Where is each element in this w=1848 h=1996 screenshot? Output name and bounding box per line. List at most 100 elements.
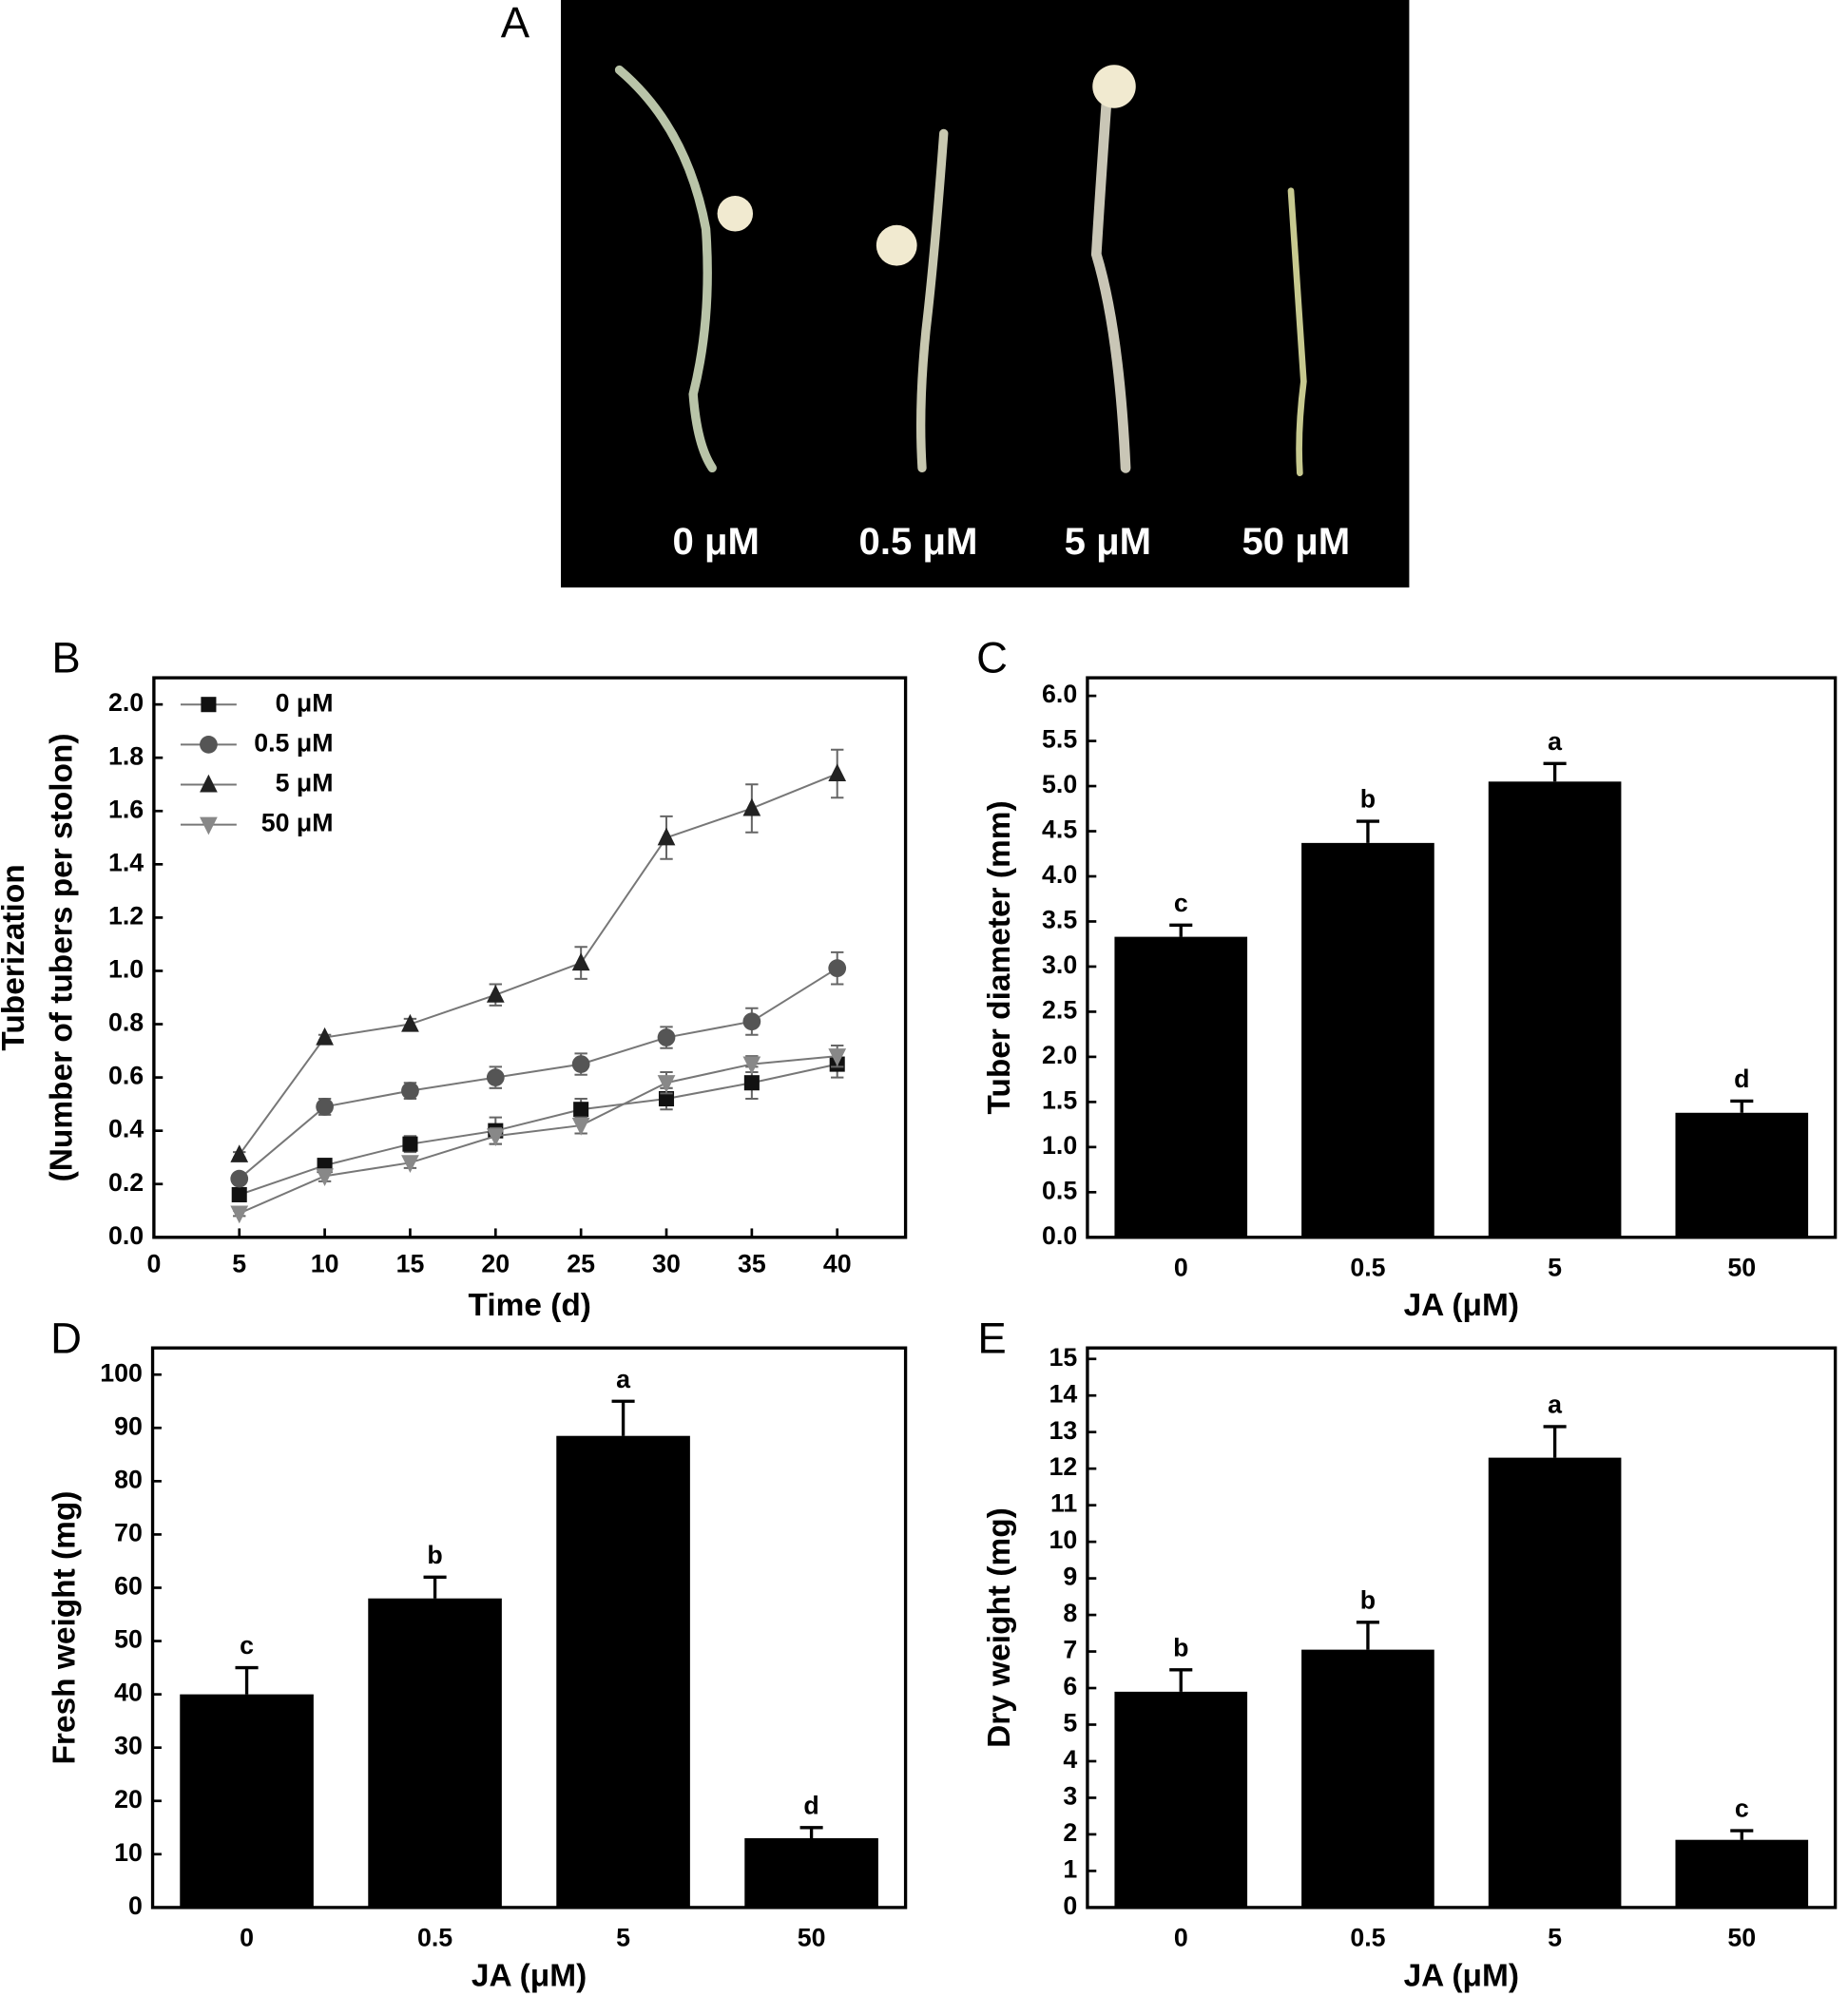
series-line (238, 773, 838, 1156)
y-tick-label: 8 (1063, 1599, 1077, 1627)
marker (742, 1056, 761, 1075)
x-tick-label: 40 (823, 1249, 852, 1277)
bar (1114, 1691, 1248, 1908)
legend-label: 0.5 μM (254, 728, 333, 757)
y-tick-label: 70 (114, 1518, 143, 1546)
significance-letter: a (1548, 1391, 1563, 1419)
x-tick-label: 0.5 (1350, 1923, 1385, 1951)
marker (573, 1102, 589, 1118)
bar (1301, 842, 1434, 1238)
x-tick-label: 20 (481, 1249, 510, 1277)
significance-letter: c (240, 1631, 254, 1660)
y-tick-label: 1.2 (108, 901, 144, 930)
significance-letter: a (616, 1365, 631, 1393)
y-tick-label: 2.5 (1042, 995, 1077, 1024)
y-tick-label: 0 (128, 1891, 143, 1920)
marker (657, 1028, 676, 1046)
significance-letter: b (1360, 1585, 1376, 1614)
x-tick-label: 0 (1174, 1923, 1188, 1951)
x-tick-label: 25 (567, 1249, 595, 1277)
y-axis-title: (Number of tubers per stolon) (45, 734, 80, 1182)
error-bar (423, 1575, 447, 1599)
y-tick-label: 80 (114, 1465, 143, 1493)
y-tick-label: 0.0 (1042, 1221, 1077, 1250)
bar (1488, 781, 1622, 1238)
bar (368, 1598, 502, 1908)
legend-label: 5 μM (276, 769, 334, 797)
significance-letter: b (427, 1541, 442, 1569)
y-tick-label: 0.5 (1042, 1176, 1077, 1204)
x-tick-label: 5 (616, 1923, 630, 1951)
significance-letter: d (1734, 1065, 1749, 1093)
x-tick-label: 10 (311, 1249, 339, 1277)
y-tick-label: 2 (1063, 1818, 1077, 1847)
y-tick-label: 3.5 (1042, 906, 1077, 934)
y-axis-title: Tuberization (0, 864, 31, 1050)
y-tick-label: 5.5 (1042, 725, 1077, 754)
bar (1675, 1839, 1809, 1908)
y-tick-label: 3 (1063, 1782, 1077, 1811)
significance-letter: d (803, 1791, 818, 1819)
error-bar (611, 1399, 635, 1436)
y-tick-label: 1 (1063, 1854, 1077, 1883)
x-tick-label: 30 (652, 1249, 681, 1277)
y-tick-label: 10 (1049, 1526, 1077, 1554)
y-tick-label: 2.0 (1042, 1041, 1077, 1069)
error-bar (1356, 819, 1379, 843)
significance-letter: a (1548, 727, 1563, 756)
plot-frame (152, 676, 908, 1239)
y-axis-title: Dry weight (mg) (982, 1507, 1017, 1748)
plot-frame (1086, 676, 1838, 1239)
plot-frame (1086, 1346, 1838, 1910)
y-tick-label: 0.2 (108, 1168, 144, 1197)
x-tick-label: 50 (1727, 1253, 1756, 1281)
error-bar (799, 1826, 823, 1838)
marker (828, 763, 847, 782)
y-tick-label: 4 (1063, 1745, 1077, 1774)
y-tick-label: 1.4 (108, 848, 144, 876)
y-tick-label: 6 (1063, 1672, 1077, 1700)
series-line (239, 1055, 837, 1215)
y-tick-label: 30 (114, 1732, 143, 1760)
y-tick-label: 0.6 (108, 1062, 144, 1090)
significance-letter: b (1360, 785, 1376, 814)
dose-label: 5 μM (1065, 520, 1151, 563)
series-line (239, 1063, 837, 1196)
bar (1488, 1457, 1622, 1908)
legend-marker (200, 816, 218, 835)
bar (1675, 1112, 1809, 1238)
series-line (239, 967, 838, 1180)
y-tick-label: 13 (1049, 1416, 1077, 1445)
error-bar (1169, 1668, 1193, 1692)
marker (828, 959, 847, 978)
y-tick-label: 6.0 (1042, 680, 1077, 708)
marker (316, 1168, 334, 1187)
y-tick-label: 9 (1063, 1563, 1077, 1591)
legend-marker (201, 697, 217, 713)
x-tick-label: 5 (1548, 1923, 1562, 1951)
x-tick-label: 5 (232, 1249, 246, 1277)
bar (180, 1694, 314, 1908)
marker (486, 1128, 505, 1146)
panel-label: C (976, 634, 1008, 682)
bar (744, 1837, 878, 1908)
error-bar (1543, 1425, 1567, 1458)
panel-label: E (977, 1315, 1006, 1363)
error-bar (1543, 761, 1567, 782)
marker (571, 952, 590, 971)
marker (658, 1090, 675, 1107)
x-tick-label: 35 (738, 1249, 766, 1277)
y-tick-label: 100 (100, 1358, 143, 1387)
y-tick-label: 5.0 (1042, 770, 1077, 798)
y-tick-label: 1.0 (1042, 1131, 1077, 1160)
marker (571, 1118, 590, 1136)
marker (401, 1155, 419, 1174)
y-tick-label: 0.8 (108, 1008, 144, 1037)
marker (571, 1055, 590, 1073)
error-bar (235, 1665, 259, 1695)
legend-label: 50 μM (261, 809, 334, 837)
y-tick-label: 90 (114, 1411, 143, 1440)
x-axis-title: JA (μM) (1404, 1288, 1519, 1323)
